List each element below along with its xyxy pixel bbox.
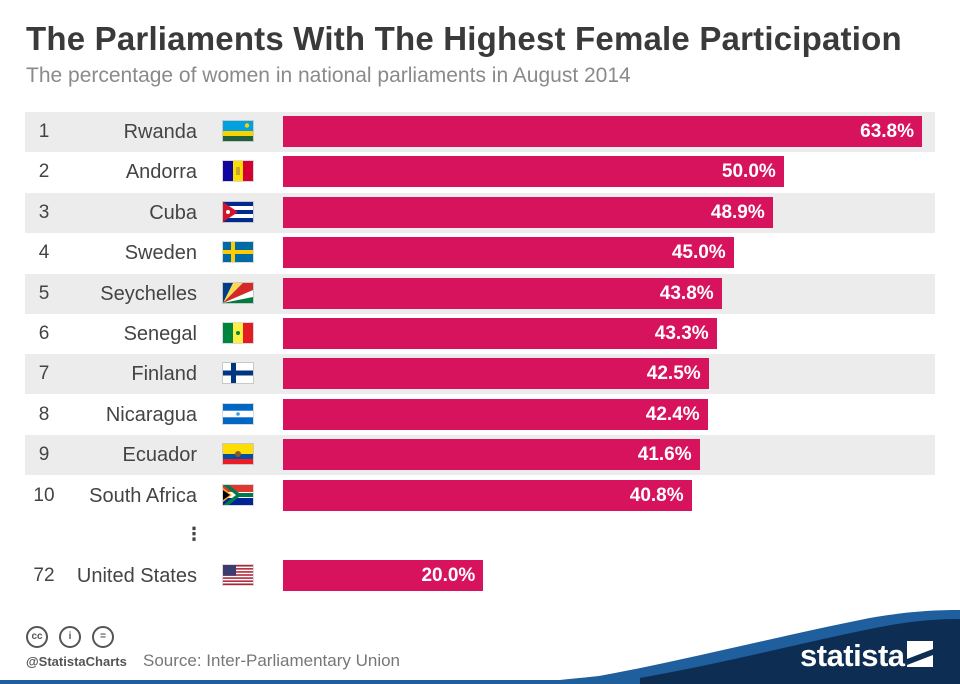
chart-row: 7 Finland 42.5% bbox=[25, 354, 935, 395]
nicaragua-flag-icon bbox=[223, 403, 253, 424]
south-africa-flag-icon bbox=[223, 484, 253, 505]
bar-value-label: 45.0% bbox=[671, 242, 726, 264]
rank-label: 6 bbox=[38, 323, 50, 344]
rank-label: 9 bbox=[38, 444, 50, 466]
bar: 40.8% bbox=[283, 479, 692, 511]
bar: 41.6% bbox=[283, 439, 700, 471]
chart-row: 5 Seychelles 43.8% bbox=[25, 273, 935, 314]
bar-value-label: 20.0% bbox=[421, 565, 476, 587]
ellipsis-icon: ⋮ bbox=[185, 524, 203, 544]
chart-row: 72 United States 20.0% bbox=[25, 556, 935, 596]
rank-label: 5 bbox=[38, 282, 50, 304]
rank-label: 7 bbox=[38, 363, 50, 385]
chart-row: 6 Senegal 43.3% bbox=[25, 314, 935, 354]
chart-row: 3 Cuba 48.9% bbox=[25, 192, 935, 233]
bar: 63.8% bbox=[283, 116, 922, 147]
chart-row: 4 Sweden 45.0% bbox=[25, 233, 935, 273]
bar-value-label: 43.8% bbox=[659, 282, 714, 304]
chart-row: 8 Nicaragua 42.4% bbox=[25, 395, 935, 435]
bar-value-label: 42.5% bbox=[646, 363, 701, 385]
statista-logo: statista bbox=[800, 638, 905, 673]
country-label: Sweden bbox=[124, 242, 197, 265]
bar-chart: 1 Rwanda 63.8% 2 Andorra 50.0% 3 Cuba 48.9% 4 Swed… bbox=[25, 112, 935, 596]
rank-label: 10 bbox=[33, 484, 55, 506]
chart-row: 10 South Africa 40.8% bbox=[25, 476, 935, 516]
rank-label: 2 bbox=[38, 161, 50, 183]
country-label: Senegal bbox=[123, 323, 197, 345]
country-label: Finland bbox=[131, 363, 197, 386]
bar-value-label: 41.6% bbox=[637, 444, 692, 466]
finland-flag-icon bbox=[223, 363, 253, 384]
bar-value-label: 50.0% bbox=[721, 161, 776, 183]
country-label: Ecuador bbox=[122, 444, 198, 467]
bar: 42.4% bbox=[283, 398, 708, 430]
chart-subtitle: The percentage of women in national parl… bbox=[26, 64, 631, 87]
country-label: United States bbox=[76, 565, 197, 588]
rank-label: 1 bbox=[38, 121, 50, 142]
bar: 43.8% bbox=[283, 277, 722, 309]
chart-row: 9 Ecuador 41.6% bbox=[25, 435, 935, 476]
chart-title: The Parliaments With The Highest Female … bbox=[26, 20, 902, 57]
country-label: Andorra bbox=[125, 161, 197, 184]
ellipsis-row: ⋮ bbox=[25, 516, 935, 556]
bar-value-label: 48.9% bbox=[710, 201, 765, 223]
by-icon: i bbox=[59, 626, 81, 648]
sweden-flag-icon bbox=[223, 242, 253, 263]
bar: 50.0% bbox=[283, 156, 784, 188]
rank-label: 3 bbox=[38, 201, 50, 223]
senegal-flag-icon bbox=[223, 323, 253, 343]
bar: 48.9% bbox=[283, 196, 773, 228]
chart-row: 2 Andorra 50.0% bbox=[25, 152, 935, 192]
cuba-flag-icon bbox=[223, 201, 253, 222]
country-label: Rwanda bbox=[123, 121, 197, 143]
bar-value-label: 40.8% bbox=[629, 484, 684, 506]
country-label: Nicaragua bbox=[105, 403, 197, 426]
bar-value-label: 42.4% bbox=[645, 403, 700, 425]
country-label: Seychelles bbox=[100, 282, 197, 305]
rank-label: 4 bbox=[38, 242, 50, 264]
ecuador-flag-icon bbox=[223, 444, 253, 465]
source-note: Source: Inter-Parliamentary Union bbox=[143, 651, 401, 670]
cc-icon: cc bbox=[26, 626, 48, 648]
seychelles-flag-icon bbox=[223, 282, 253, 303]
bar: 43.3% bbox=[283, 318, 717, 349]
nd-icon: = bbox=[92, 626, 114, 648]
andorra-flag-icon bbox=[223, 161, 253, 182]
bar: 42.5% bbox=[283, 358, 709, 390]
statista-logo-icon bbox=[907, 641, 933, 667]
rank-label: 72 bbox=[33, 565, 55, 587]
statista-handle: @StatistaCharts bbox=[26, 654, 127, 669]
rank-label: 8 bbox=[38, 403, 50, 425]
bar-value-label: 63.8% bbox=[860, 121, 914, 142]
bar-value-label: 43.3% bbox=[654, 323, 709, 344]
bar: 20.0% bbox=[283, 560, 484, 592]
rwanda-flag-icon bbox=[223, 121, 253, 141]
country-label: Cuba bbox=[149, 201, 197, 224]
country-label: South Africa bbox=[89, 484, 197, 507]
bar: 45.0% bbox=[283, 237, 734, 269]
usa-flag-icon bbox=[223, 565, 253, 586]
chart-row: 1 Rwanda 63.8% bbox=[25, 112, 935, 152]
